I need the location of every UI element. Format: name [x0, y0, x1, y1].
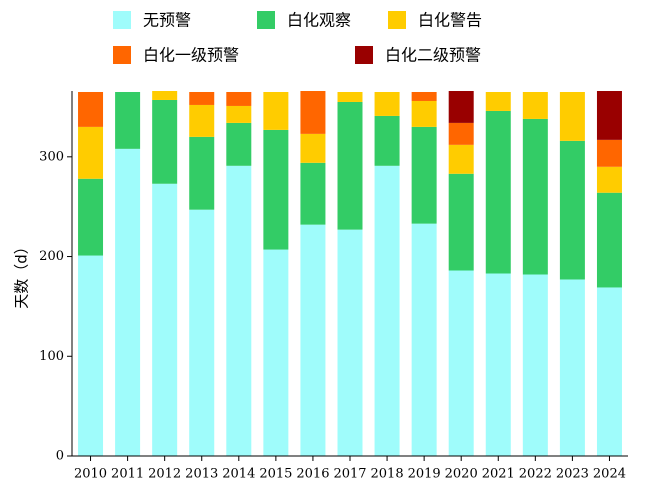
bar-segment	[115, 148, 141, 456]
bar-segment	[337, 229, 363, 456]
bar-segment	[263, 91, 289, 130]
bar-segment	[152, 99, 178, 184]
bar-segment	[263, 129, 289, 250]
y-axis-label: 天数（d）	[13, 239, 31, 309]
legend-swatch	[113, 11, 131, 29]
bar-segment	[337, 91, 363, 102]
bar-segment	[226, 105, 252, 123]
x-tick-label: 2022	[519, 467, 552, 482]
legend-swatch	[355, 46, 373, 64]
bar-segment	[522, 274, 548, 456]
legend-swatch	[257, 11, 275, 29]
bar-segment	[374, 91, 400, 116]
bar-segment	[596, 166, 622, 193]
bar-segment	[522, 118, 548, 275]
bar-segment	[189, 136, 215, 210]
legend-swatch	[113, 46, 131, 64]
bar-segment	[485, 273, 511, 456]
bar-segment	[522, 91, 548, 119]
x-tick-label: 2020	[445, 467, 478, 482]
bar-segment	[411, 126, 437, 224]
bar-segment	[374, 165, 400, 456]
bar-segment	[300, 162, 326, 225]
legend-label: 白化一级预警	[143, 46, 239, 65]
bar-segment	[115, 91, 141, 149]
legend-label: 白化观察	[287, 11, 351, 30]
bar-segment	[78, 126, 104, 179]
bar-segment	[411, 100, 437, 127]
bar-segment	[411, 91, 437, 101]
x-tick-label: 2021	[482, 467, 515, 482]
bar-segment	[559, 140, 585, 280]
x-tick-label: 2015	[259, 467, 292, 482]
bar-segment	[226, 165, 252, 456]
bar-segment	[485, 110, 511, 274]
y-tick-label: 100	[39, 349, 64, 364]
x-tick-label: 2017	[333, 467, 366, 482]
x-tick-label: 2018	[371, 467, 404, 482]
legend-label: 白化警告	[418, 11, 482, 30]
x-tick-label: 2014	[222, 467, 255, 482]
y-tick-label: 0	[56, 449, 64, 464]
x-tick-label: 2011	[111, 467, 144, 482]
bar-segment	[78, 255, 104, 456]
legend-swatch	[388, 11, 406, 29]
x-tick-label: 2024	[593, 467, 626, 482]
bar-segment	[596, 139, 622, 167]
bar-segment	[559, 91, 585, 141]
bar-segment	[337, 101, 363, 230]
bar-segment	[448, 144, 474, 174]
bar-segment	[226, 122, 252, 166]
bar-segment	[300, 224, 326, 456]
bar-segment	[596, 91, 622, 140]
bar-segment	[152, 91, 178, 100]
bar-segment	[596, 192, 622, 288]
bar-segment	[263, 249, 289, 456]
bar-segment	[152, 183, 178, 456]
x-tick-label: 2023	[556, 467, 589, 482]
x-tick-label: 2010	[74, 467, 107, 482]
x-tick-label: 2013	[185, 467, 218, 482]
bar-segment	[596, 287, 622, 456]
bar-segment	[226, 91, 252, 106]
bar-segment	[78, 91, 104, 127]
x-tick-label: 2012	[148, 467, 181, 482]
x-tick-label: 2016	[296, 467, 329, 482]
bar-segment	[300, 91, 326, 134]
bar-segment	[78, 178, 104, 256]
legend-label: 白化二级预警	[385, 46, 481, 65]
y-tick-label: 200	[39, 249, 64, 264]
bar-segment	[411, 223, 437, 456]
bar-segment	[559, 279, 585, 456]
bar-segment	[189, 104, 215, 137]
y-tick-label: 300	[39, 149, 64, 164]
bar-segment	[300, 133, 326, 163]
legend-label: 无预警	[143, 11, 191, 30]
bar-segment	[485, 91, 511, 111]
bar-segment	[374, 115, 400, 166]
x-tick-label: 2019	[408, 467, 441, 482]
bar-segment	[448, 91, 474, 123]
bar-segment	[448, 270, 474, 456]
bar-segment	[448, 122, 474, 145]
bar-segment	[189, 209, 215, 456]
bar-segment	[189, 91, 215, 105]
bar-segment	[448, 173, 474, 271]
